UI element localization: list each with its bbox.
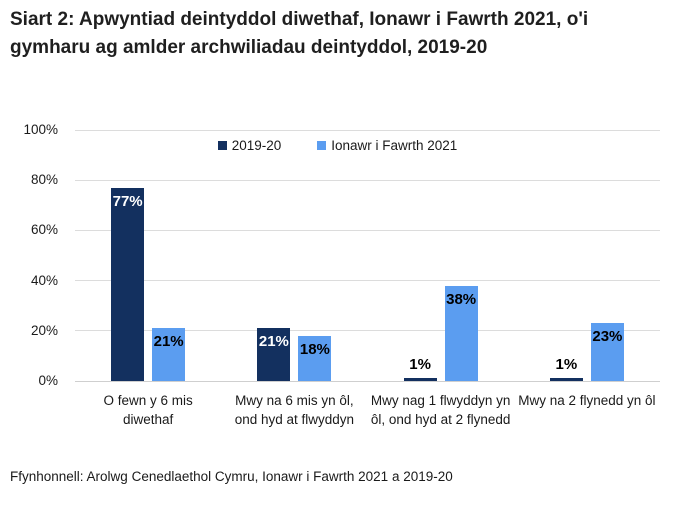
legend-swatch-dark bbox=[217, 141, 227, 150]
chart-legend: 2019-20 Ionawr i Fawrth 2021 bbox=[0, 138, 675, 153]
y-tick-label: 40% bbox=[30, 272, 58, 288]
legend-item-2019-20: 2019-20 bbox=[217, 138, 282, 153]
legend-label: Ionawr i Fawrth 2021 bbox=[331, 138, 458, 153]
legend-swatch-light bbox=[317, 141, 327, 150]
source-note: Ffynhonnell: Arolwg Cenedlaethol Cymru, … bbox=[10, 469, 453, 484]
bar-2019-20 bbox=[549, 378, 583, 381]
bar-ionawr-i-fawrth-2021 bbox=[298, 335, 332, 381]
chart-title: Siart 2: Apwyntiad deintyddol diwethaf, … bbox=[10, 9, 589, 58]
legend-label: 2019-20 bbox=[231, 138, 282, 153]
x-axis-label: Mwy na 6 mis yn ôl, ond hyd at flwyddyn bbox=[234, 393, 355, 427]
y-tick-label: 20% bbox=[30, 322, 58, 338]
x-axis-label: O fewn y 6 mis diwethaf bbox=[103, 393, 193, 427]
bar-ionawr-i-fawrth-2021 bbox=[152, 328, 186, 381]
bar-value-label: 21% bbox=[258, 333, 289, 351]
x-axis-label: Mwy nag 1 flwyddyn yn ôl, ond hyd at 2 f… bbox=[370, 393, 511, 427]
gridline bbox=[75, 380, 660, 382]
gridline bbox=[75, 330, 660, 332]
y-tick-label: 100% bbox=[23, 122, 58, 137]
bar-2019-20 bbox=[257, 328, 291, 381]
bar-value-label: 1% bbox=[555, 356, 578, 374]
gridline bbox=[75, 179, 660, 181]
bar-value-label: 23% bbox=[592, 328, 623, 346]
bar-value-label: 18% bbox=[299, 340, 330, 358]
bar-value-label: 38% bbox=[446, 290, 477, 308]
gridline bbox=[75, 129, 660, 131]
bar-2019-20 bbox=[403, 378, 437, 381]
bar-ionawr-i-fawrth-2021 bbox=[590, 323, 624, 381]
bar-value-label: 77% bbox=[112, 192, 143, 210]
y-tick-label: 60% bbox=[30, 222, 58, 238]
y-tick-label: 0% bbox=[38, 373, 58, 388]
gridline bbox=[75, 229, 660, 231]
bar-2019-20 bbox=[111, 187, 145, 381]
y-tick-label: 80% bbox=[30, 172, 58, 188]
bar-value-label: 21% bbox=[153, 333, 184, 351]
x-axis-label: Mwy na 2 flynedd yn ôl bbox=[518, 393, 656, 408]
bar-ionawr-i-fawrth-2021 bbox=[444, 285, 478, 381]
gridline bbox=[75, 280, 660, 282]
bar-value-label: 1% bbox=[409, 356, 431, 374]
plot-area: 77% 21% 21% 18% 1% 38% 1% 23% bbox=[75, 129, 660, 382]
y-axis: 0% 20% 40% 60% 80% 100% bbox=[0, 122, 58, 388]
legend-item-ionawr-i-fawrth-2021: Ionawr i Fawrth 2021 bbox=[317, 138, 457, 153]
